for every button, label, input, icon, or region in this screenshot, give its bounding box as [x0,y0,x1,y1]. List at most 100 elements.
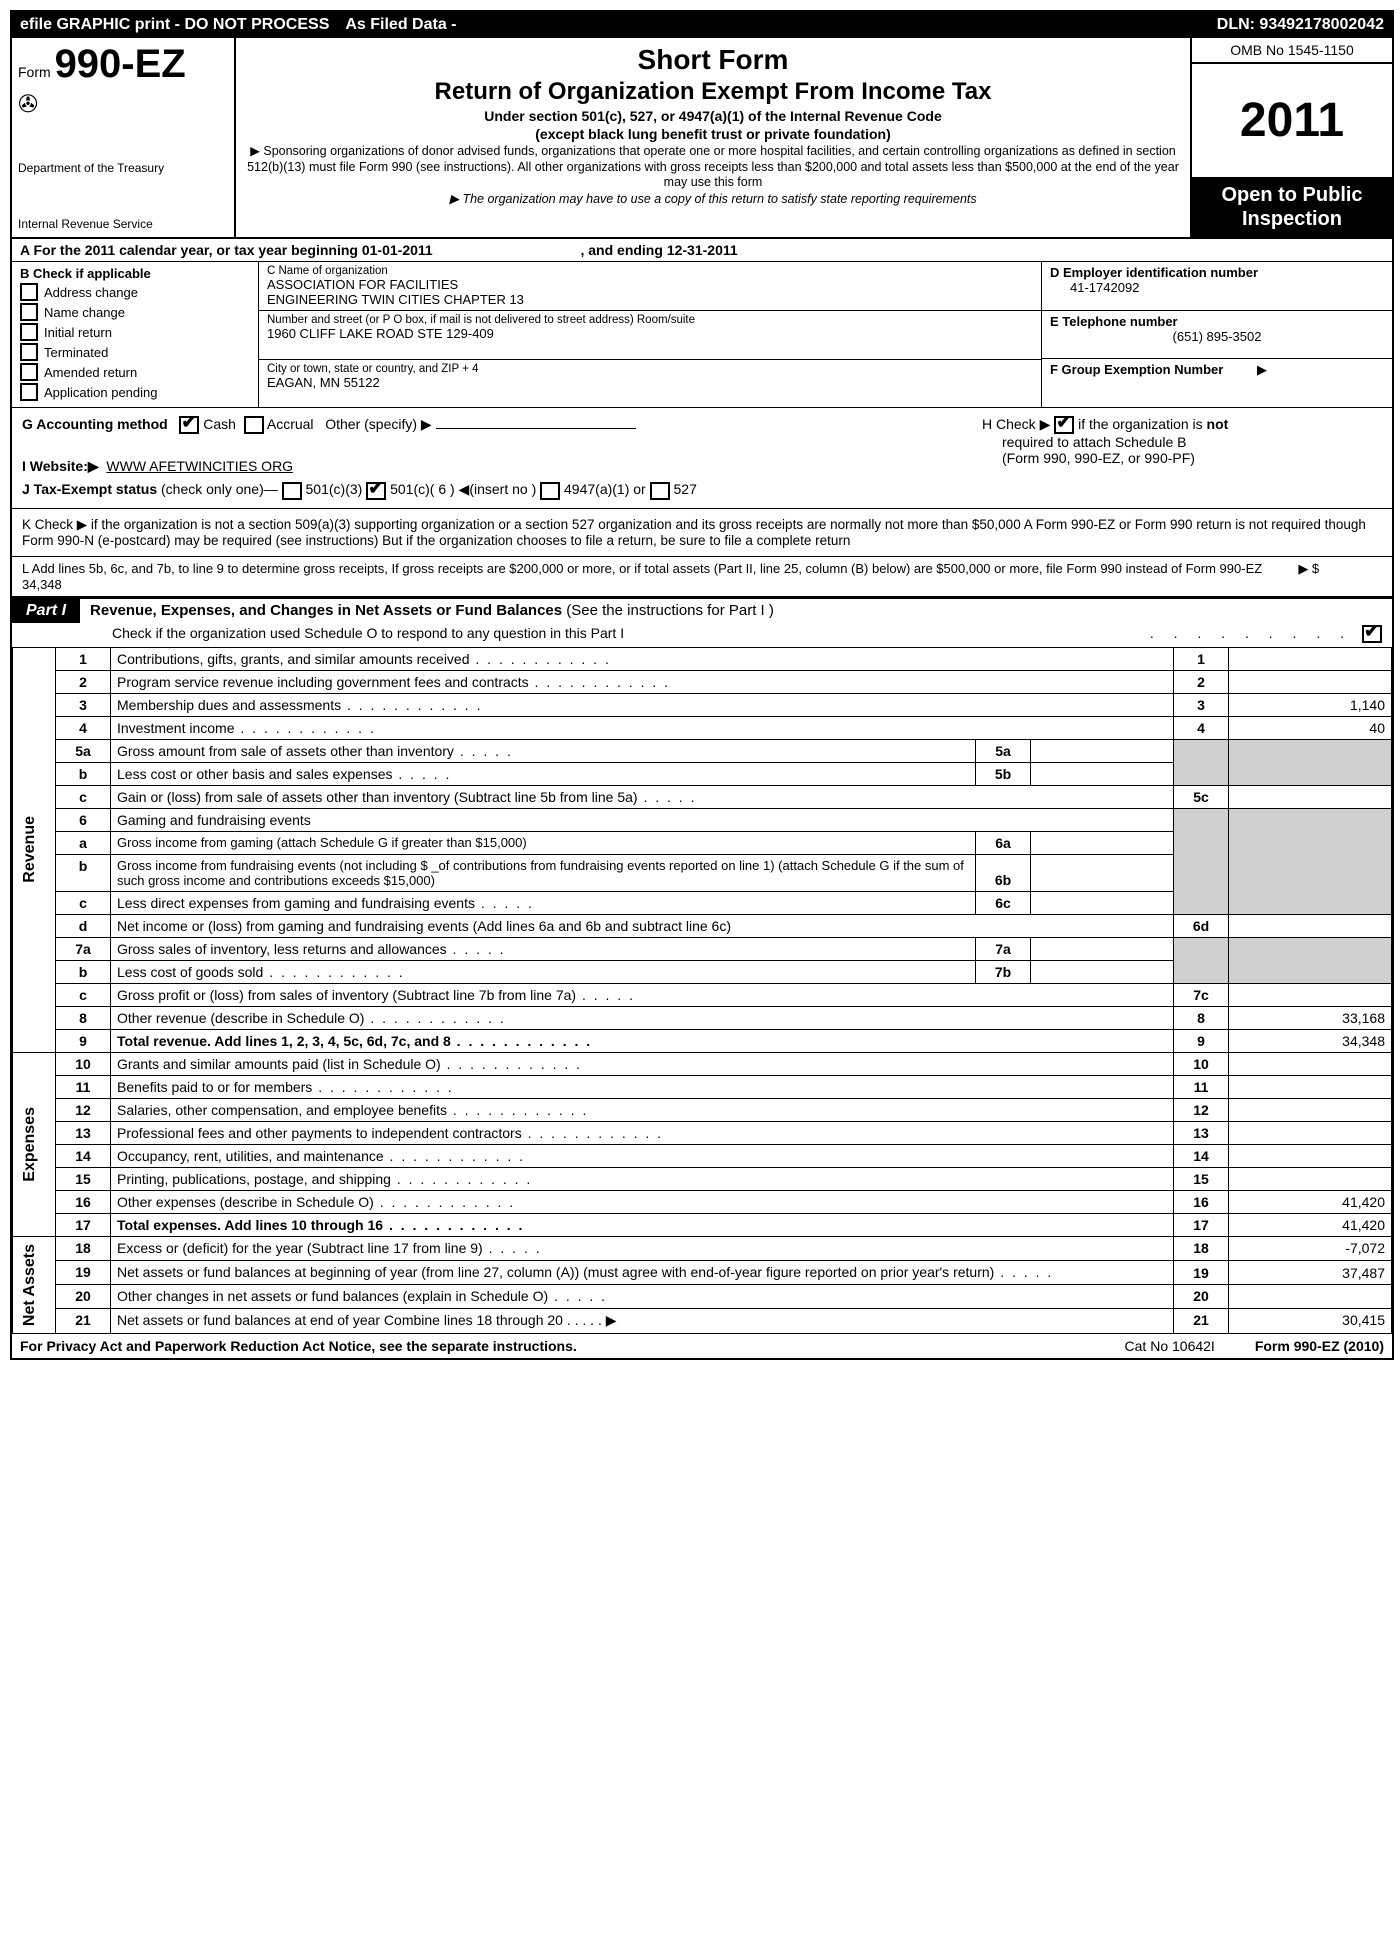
l21-n: 21 [56,1308,111,1333]
l20-n: 20 [56,1284,111,1308]
l21-d: Net assets or fund balances at end of ye… [111,1308,1174,1333]
checkbox-4947[interactable] [540,482,560,500]
l5b-mn: 5b [976,762,1031,785]
checkbox-501c[interactable] [366,482,386,500]
checkbox-cash[interactable] [179,416,199,434]
footer-catno: Cat No 10642I [1085,1338,1255,1354]
l8-rv: 33,168 [1229,1006,1392,1029]
checkbox-accrual[interactable] [244,416,264,434]
l13-d: Professional fees and other payments to … [117,1125,663,1141]
l2-n: 2 [56,670,111,693]
lbl-527: 527 [674,481,697,497]
line-a: A For the 2011 calendar year, or tax yea… [12,239,1392,262]
checkbox-application-pending[interactable] [20,383,38,401]
l2-rn: 2 [1174,670,1229,693]
checkbox-terminated[interactable] [20,343,38,361]
l1-rv [1229,647,1392,670]
l9-rn: 9 [1174,1029,1229,1052]
line-g-lbl: G Accounting method [22,416,168,432]
l15-d: Printing, publications, postage, and shi… [117,1171,532,1187]
checkbox-address-change[interactable] [20,283,38,301]
l5a-mv [1031,739,1174,762]
line-a-end: 12-31-2011 [667,242,738,258]
box-f-arrow: ▶ [1257,362,1267,377]
l7a-mn: 7a [976,937,1031,960]
l3-rv: 1,140 [1229,693,1392,716]
l12-rv [1229,1098,1392,1121]
l15-rv [1229,1167,1392,1190]
l6d-n: d [56,914,111,937]
l7a-n: 7a [56,937,111,960]
l2-rv [1229,670,1392,693]
l14-d: Occupancy, rent, utilities, and maintena… [117,1148,525,1164]
lbl-other: Other (specify) ▶ [325,416,431,432]
l18-rv: -7,072 [1229,1236,1392,1260]
l3-rn: 3 [1174,693,1229,716]
l4-rn: 4 [1174,716,1229,739]
form-prefix: Form [18,64,51,80]
section-gh: G Accounting method Cash Accrual Other (… [12,408,1392,509]
l7a-d: Gross sales of inventory, less returns a… [117,941,506,957]
l9-rv: 34,348 [1229,1029,1392,1052]
footer-privacy: For Privacy Act and Paperwork Reduction … [20,1338,1085,1354]
website-value: WWW AFETWINCITIES ORG [106,458,293,474]
lbl-4947: 4947(a)(1) or [564,481,646,497]
side-expenses: Expenses [19,1103,41,1186]
l6c-mv [1031,891,1174,914]
l10-d: Grants and similar amounts paid (list in… [117,1056,582,1072]
top-bar: efile GRAPHIC print - DO NOT PROCESS As … [12,12,1392,38]
short-form-title: Short Form [244,44,1182,76]
l4-n: 4 [56,716,111,739]
checkbox-527[interactable] [650,482,670,500]
lbl-501c3: 501(c)(3) [306,481,363,497]
form-page: efile GRAPHIC print - DO NOT PROCESS As … [10,10,1394,1360]
l6d-rn: 6d [1174,914,1229,937]
form-number: 990-EZ [55,42,186,86]
l7b-n: b [56,960,111,983]
lbl-501c: 501(c)( 6 ) ◀(insert no ) [390,481,536,497]
checkbox-501c3[interactable] [282,482,302,500]
checkbox-h[interactable] [1054,416,1074,434]
l14-rn: 14 [1174,1144,1229,1167]
l20-d: Other changes in net assets or fund bala… [117,1288,607,1304]
l17-rv: 41,420 [1229,1213,1392,1236]
topbar-dln: DLN: 93492178002042 [1209,12,1392,38]
header: Form 990-EZ ✇ Department of the Treasury… [12,38,1392,239]
l7c-rn: 7c [1174,983,1229,1006]
checkbox-amended-return[interactable] [20,363,38,381]
part1-sub-text: Check if the organization used Schedule … [112,625,624,643]
l6d-d: Net income or (loss) from gaming and fun… [111,914,1174,937]
part1-header: Part I Revenue, Expenses, and Changes in… [12,597,1392,623]
l17-rn: 17 [1174,1213,1229,1236]
subtitle-2: (except black lung benefit trust or priv… [244,126,1182,142]
line-l: L Add lines 5b, 6c, and 7b, to line 9 to… [12,557,1392,597]
checkbox-name-change[interactable] [20,303,38,321]
l21-rn: 21 [1174,1308,1229,1333]
l11-n: 11 [56,1075,111,1098]
l1-d: Contributions, gifts, grants, and simila… [117,651,611,667]
other-specify-line[interactable] [436,428,636,429]
l16-d: Other expenses (describe in Schedule O) [117,1194,515,1210]
subtitle-1: Under section 501(c), 527, or 4947(a)(1)… [244,108,1182,124]
part1-sub: Check if the organization used Schedule … [12,623,1392,647]
l6d-rv [1229,914,1392,937]
checkbox-initial-return[interactable] [20,323,38,341]
l5b-mv [1031,762,1174,785]
l8-n: 8 [56,1006,111,1029]
org-name-2: ENGINEERING TWIN CITIES CHAPTER 13 [267,292,1033,307]
l19-d: Net assets or fund balances at beginning… [117,1264,1053,1280]
l4-d: Investment income [117,720,376,736]
l2-d: Program service revenue including govern… [117,674,670,690]
l3-d: Membership dues and assessments [117,697,482,713]
l5a-mn: 5a [976,739,1031,762]
l16-n: 16 [56,1190,111,1213]
checkbox-schedule-o[interactable] [1362,625,1382,643]
line-i-lbl: I Website:▶ [22,458,99,474]
line-h-post: if the organization is [1078,416,1206,432]
l6a-mv [1031,831,1174,854]
header-center: Short Form Return of Organization Exempt… [236,38,1190,237]
l7b-d: Less cost of goods sold [117,964,405,980]
l14-rv [1229,1144,1392,1167]
l11-d: Benefits paid to or for members [117,1079,454,1095]
l12-d: Salaries, other compensation, and employ… [117,1102,588,1118]
